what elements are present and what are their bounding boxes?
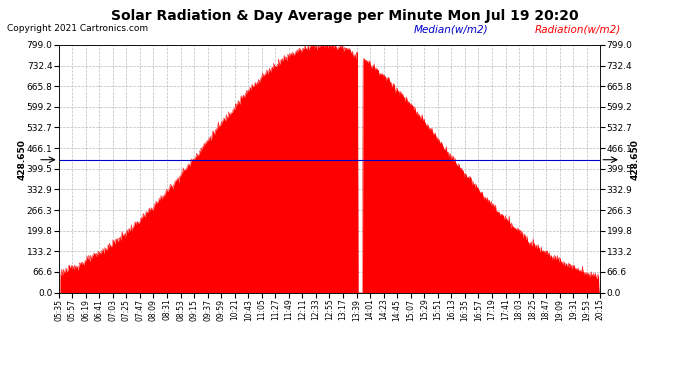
Text: Copyright 2021 Cartronics.com: Copyright 2021 Cartronics.com — [7, 24, 148, 33]
Text: Radiation(w/m2): Radiation(w/m2) — [535, 24, 621, 34]
Text: 428.650: 428.650 — [17, 139, 26, 180]
Text: 428.650: 428.650 — [631, 139, 640, 180]
Text: Solar Radiation & Day Average per Minute Mon Jul 19 20:20: Solar Radiation & Day Average per Minute… — [111, 9, 579, 23]
Text: Median(w/m2): Median(w/m2) — [414, 24, 489, 34]
